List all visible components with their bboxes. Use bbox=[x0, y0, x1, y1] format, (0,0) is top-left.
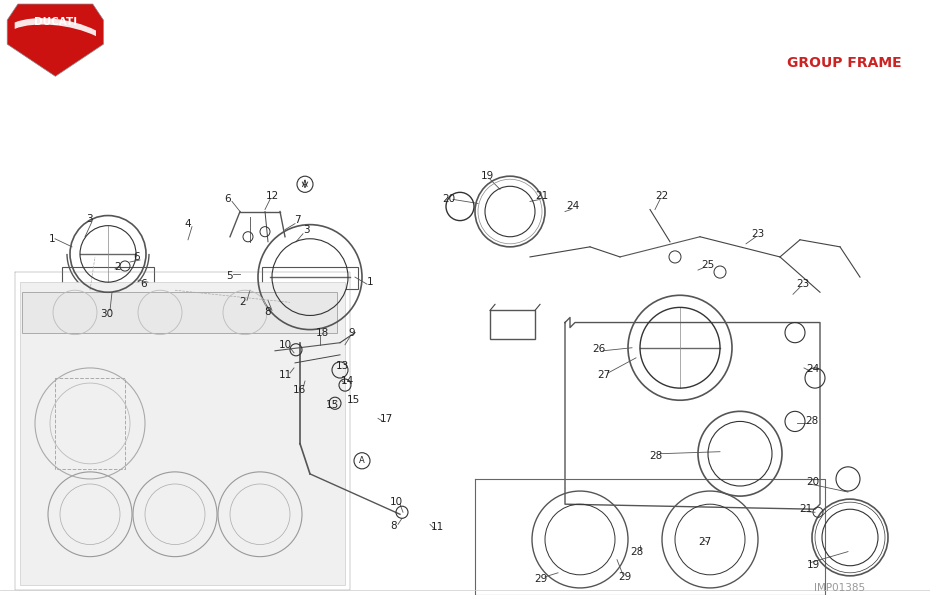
Text: A: A bbox=[302, 180, 308, 189]
Text: A: A bbox=[359, 456, 365, 465]
Text: 7: 7 bbox=[294, 215, 300, 224]
Text: 14: 14 bbox=[340, 376, 353, 386]
Text: 16: 16 bbox=[292, 385, 306, 395]
Text: 27: 27 bbox=[698, 537, 711, 547]
Text: 1: 1 bbox=[366, 277, 373, 287]
PathPatch shape bbox=[7, 4, 103, 76]
Text: 3: 3 bbox=[302, 225, 310, 234]
Text: 28: 28 bbox=[649, 451, 662, 461]
Text: 6: 6 bbox=[225, 195, 232, 205]
Text: 30: 30 bbox=[100, 309, 113, 320]
Text: 26: 26 bbox=[592, 344, 605, 354]
Text: 23: 23 bbox=[796, 279, 810, 289]
Text: 8: 8 bbox=[265, 308, 272, 318]
Bar bbox=[490, 311, 535, 339]
Text: IMP01385: IMP01385 bbox=[815, 583, 866, 593]
Text: 21: 21 bbox=[800, 504, 813, 514]
Text: 2: 2 bbox=[240, 298, 246, 308]
Text: 6: 6 bbox=[140, 279, 147, 289]
Text: 6: 6 bbox=[134, 252, 140, 262]
Text: 11: 11 bbox=[278, 370, 292, 380]
Text: 19: 19 bbox=[806, 560, 819, 570]
Polygon shape bbox=[20, 282, 345, 585]
Text: 12: 12 bbox=[265, 192, 279, 201]
Text: 2: 2 bbox=[114, 262, 121, 272]
PathPatch shape bbox=[15, 18, 96, 36]
Text: 24: 24 bbox=[806, 364, 819, 374]
Text: 29: 29 bbox=[535, 574, 548, 584]
Text: 28: 28 bbox=[805, 416, 818, 427]
Text: 28: 28 bbox=[631, 547, 644, 556]
Text: 11: 11 bbox=[431, 522, 444, 533]
Text: 10: 10 bbox=[278, 340, 292, 350]
Text: 25: 25 bbox=[701, 260, 714, 270]
Text: GROUP FRAME: GROUP FRAME bbox=[788, 56, 902, 70]
Bar bbox=[262, 267, 358, 289]
Text: 8: 8 bbox=[391, 521, 397, 531]
Text: 19: 19 bbox=[481, 171, 494, 181]
Text: 21: 21 bbox=[536, 192, 549, 201]
Text: 5: 5 bbox=[226, 271, 232, 281]
Text: 1: 1 bbox=[48, 234, 55, 244]
Text: 17: 17 bbox=[379, 414, 392, 424]
Text: 22: 22 bbox=[656, 192, 669, 201]
Text: 23: 23 bbox=[751, 228, 764, 239]
Text: 3: 3 bbox=[86, 214, 92, 224]
Bar bbox=[62, 267, 154, 289]
Bar bbox=[22, 292, 337, 333]
Text: 13: 13 bbox=[336, 361, 349, 371]
Text: 18: 18 bbox=[315, 328, 328, 337]
Text: 24: 24 bbox=[566, 202, 579, 211]
Text: 4: 4 bbox=[185, 218, 192, 228]
Text: 29: 29 bbox=[618, 572, 631, 582]
Text: 10: 10 bbox=[390, 497, 403, 507]
Text: 9: 9 bbox=[349, 328, 355, 337]
Text: 20: 20 bbox=[443, 195, 456, 205]
Text: DUCATI: DUCATI bbox=[33, 17, 77, 27]
Text: 15: 15 bbox=[326, 400, 339, 411]
Text: 27: 27 bbox=[597, 370, 611, 380]
Text: DRAWING 017 - THROTTLE BODY [MOD:SS 950]: DRAWING 017 - THROTTLE BODY [MOD:SS 950] bbox=[426, 21, 902, 39]
Text: 20: 20 bbox=[806, 477, 819, 487]
Text: 15: 15 bbox=[346, 395, 360, 405]
